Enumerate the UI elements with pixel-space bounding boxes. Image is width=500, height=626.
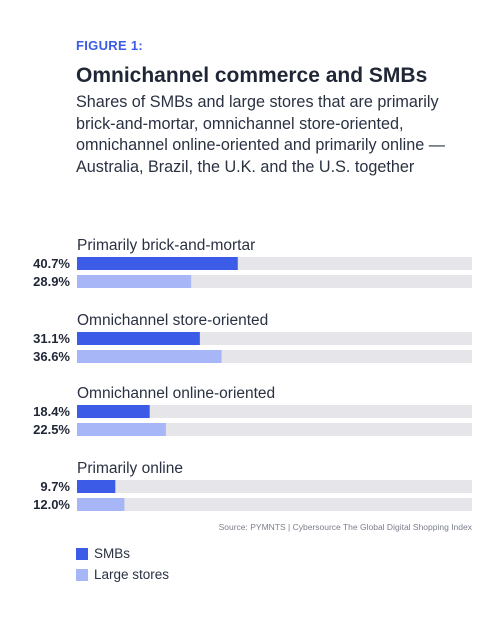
category-label-omnichannel-online-oriented: Omnichannel online-oriented	[77, 385, 275, 402]
category-label-primarily-brick-and-mortar: Primarily brick-and-mortar	[77, 237, 255, 254]
value-label-primarily-online-smbs: 9.7%	[40, 479, 70, 494]
value-label-primarily-online-large-stores: 12.0%	[33, 497, 70, 512]
bar-primarily-brick-and-mortar-large-stores	[77, 275, 192, 288]
bar-omnichannel-store-oriented-large-stores	[77, 350, 222, 363]
value-label-omnichannel-store-oriented-large-stores: 36.6%	[33, 349, 70, 364]
bar-track-omnichannel-online-oriented-smbs	[77, 405, 472, 418]
value-label-omnichannel-online-oriented-large-stores: 22.5%	[33, 422, 70, 437]
legend-item-smbs: SMBs	[76, 543, 169, 564]
category-label-primarily-online: Primarily online	[77, 460, 183, 477]
bar-omnichannel-store-oriented-smbs	[77, 332, 200, 345]
source-note: Source: PYMNTS | Cybersource The Global …	[218, 522, 472, 532]
bar-track-primarily-online-large-stores	[77, 498, 472, 511]
legend-label-large-stores: Large stores	[94, 567, 170, 582]
chart-title: Omnichannel commerce and SMBs	[76, 64, 428, 87]
legend-item-large-stores: Large stores	[76, 564, 169, 585]
value-label-primarily-brick-and-mortar-smbs: 40.7%	[33, 256, 70, 271]
chart-subtitle: Shares of SMBs and large stores that are…	[76, 93, 445, 176]
category-label-omnichannel-store-oriented: Omnichannel store-oriented	[77, 312, 268, 329]
bar-track-omnichannel-online-oriented-large-stores	[77, 423, 472, 436]
value-label-omnichannel-store-oriented-smbs: 31.1%	[33, 331, 70, 346]
bar-omnichannel-online-oriented-large-stores	[77, 423, 166, 436]
bar-track-primarily-online-smbs	[77, 480, 472, 493]
legend-label-smbs: SMBs	[94, 546, 131, 561]
value-label-primarily-brick-and-mortar-large-stores: 28.9%	[33, 274, 70, 289]
bar-primarily-online-large-stores	[77, 498, 125, 511]
bar-primarily-online-smbs	[77, 480, 116, 493]
bar-omnichannel-online-oriented-smbs	[77, 405, 150, 418]
bar-primarily-brick-and-mortar-smbs	[77, 257, 238, 270]
legend: SMBs Large stores	[76, 543, 169, 585]
figure-label: FIGURE 1:	[76, 38, 143, 53]
legend-swatch-large-stores	[76, 568, 88, 581]
legend-swatch-smbs	[76, 547, 88, 560]
value-label-omnichannel-online-oriented-smbs: 18.4%	[33, 404, 70, 419]
bar-chart: Primarily brick-and-mortar 40.7% 28.9% Omni…	[33, 237, 472, 512]
